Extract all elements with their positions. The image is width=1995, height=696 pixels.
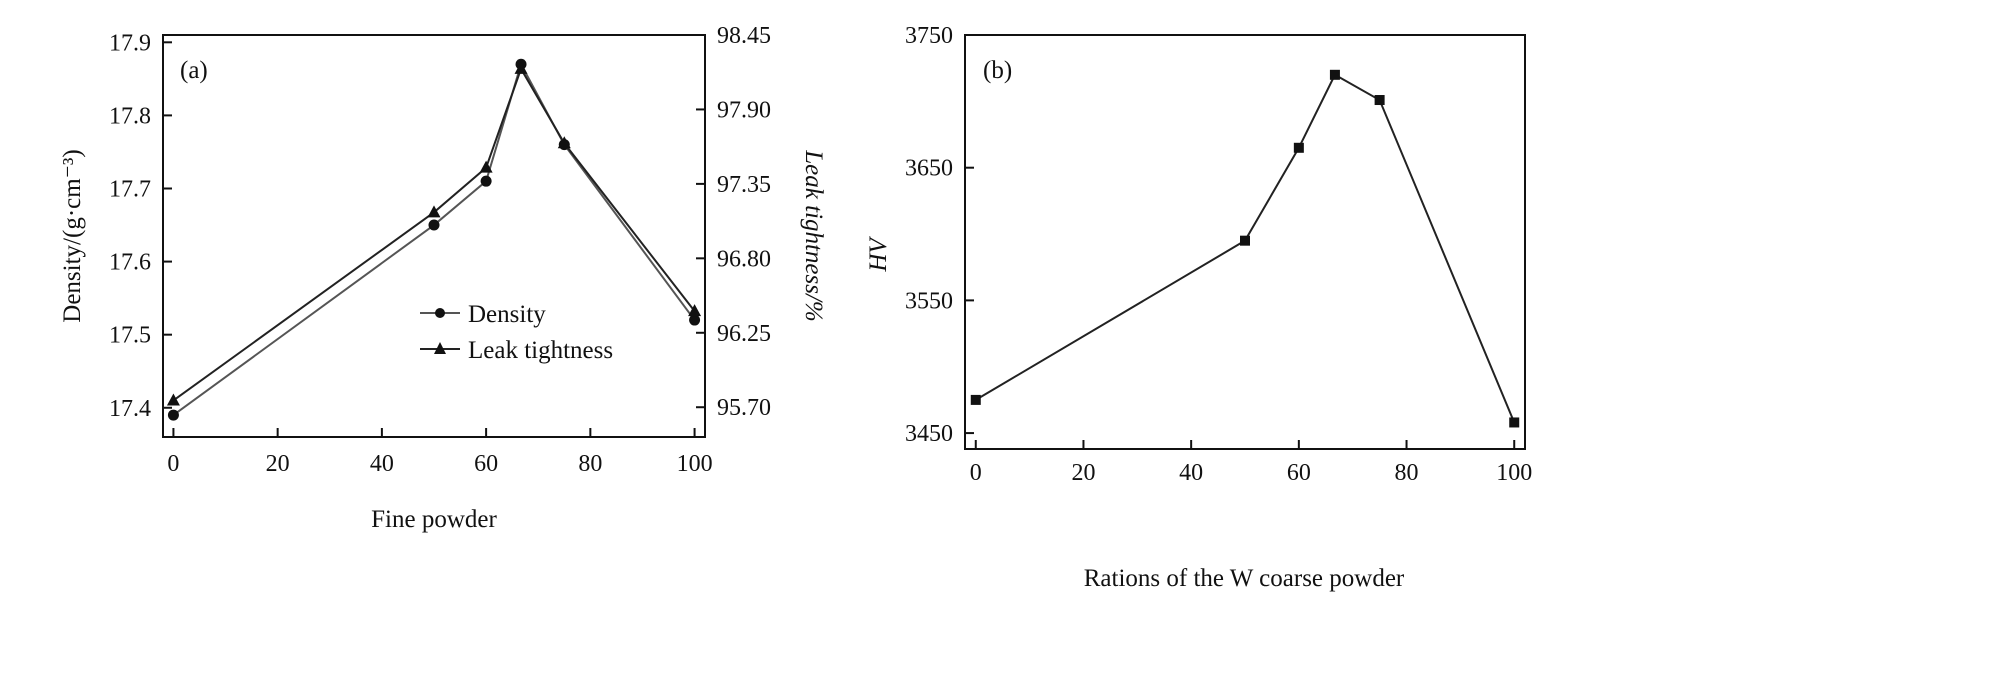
panel-a-legend: Density Leak tightness — [420, 301, 613, 364]
panel-a-y2-tick-label: 98.45 — [717, 23, 771, 49]
panel-a-x-tick-label: 80 — [578, 451, 602, 477]
panel-a-x-axis-title: Fine powder — [371, 506, 497, 533]
leak-tightness-point — [479, 160, 493, 173]
panel-b-y-tick-label: 3550 — [905, 288, 953, 314]
panel-b-y-tick-label: 3450 — [905, 421, 953, 447]
panel-b-y-tick-label: 3750 — [905, 23, 953, 49]
panel-a-y-tick-label: 17.4 — [109, 396, 151, 422]
panel-a-y2-tick-label: 96.25 — [717, 321, 771, 347]
legend-leak-marker — [434, 342, 446, 354]
panel-a-x-tick-label: 40 — [370, 451, 394, 477]
panel-a-density-leak-chart: (a) 0 20 40 60 80 100 17.4 17.5 17.6 17.7 17.8 17.… — [59, 23, 827, 533]
panel-b-x-tick-label: 60 — [1287, 460, 1311, 486]
density-line — [172, 61, 696, 416]
leak-tightness-line — [172, 66, 696, 402]
hardness-point — [1329, 69, 1340, 80]
panel-a-y2-axis-title: Leak tightness/% — [800, 149, 827, 322]
panel-a-y2-tick-label: 95.70 — [717, 395, 771, 421]
panel-a-x-tick-label: 60 — [474, 451, 498, 477]
panel-a-x-tick-label: 0 — [167, 451, 179, 477]
density-point — [428, 219, 440, 231]
panel-a-y-tick-label: 17.8 — [109, 103, 151, 129]
panel-a-y2-tick-label: 96.80 — [717, 246, 771, 272]
legend-leak-label: Leak tightness — [468, 337, 613, 364]
panel-b-plot-frame — [964, 34, 1526, 450]
leak-tightness-point — [688, 304, 702, 317]
panel-b-label: (b) — [983, 57, 1012, 84]
density-point — [167, 409, 179, 421]
panel-a-y-tick-label: 17.7 — [109, 176, 151, 202]
panel-b-x-tick-label: 100 — [1496, 460, 1532, 486]
density-point — [689, 314, 701, 326]
hardness-point — [970, 394, 981, 405]
panel-b-hardness-chart: (b) 0 20 40 60 80 100 3450 3550 3650 3750 Ration… — [865, 23, 1532, 592]
panel-a-y2-tick-label: 97.35 — [717, 172, 771, 198]
panel-a-y-tick-label: 17.9 — [109, 30, 151, 56]
panel-a-y2-tick-label: 97.90 — [717, 97, 771, 123]
panel-b-y-tick-label: 3650 — [905, 156, 953, 182]
hardness-point — [1374, 95, 1385, 106]
leak-tightness-point — [514, 61, 528, 74]
panel-a-x-tick-label: 100 — [677, 451, 713, 477]
hardness-point — [1240, 235, 1250, 246]
hardness-line — [975, 73, 1516, 423]
panel-a-label: (a) — [180, 57, 208, 84]
panel-b-y-axis-title: HV — [865, 236, 892, 273]
panel-a-y-axis-title: Density/(g·cm⁻³) — [59, 149, 86, 322]
legend-density-label: Density — [468, 301, 546, 328]
density-point — [480, 175, 492, 187]
panel-b-x-tick-label: 40 — [1179, 460, 1203, 486]
hardness-point — [1509, 417, 1520, 428]
panel-a-x-tick-label: 20 — [266, 451, 290, 477]
panel-b-x-axis-title: Rations of the W coarse powder — [1084, 565, 1405, 592]
panel-a-y-tick-label: 17.6 — [109, 250, 151, 276]
hardness-point — [1293, 142, 1304, 153]
panel-b-x-tick-label: 80 — [1395, 460, 1419, 486]
panel-b-x-tick-label: 20 — [1071, 460, 1095, 486]
legend-density-marker — [435, 308, 445, 318]
panel-b-x-tick-label: 0 — [970, 460, 982, 486]
panel-a-y-tick-label: 17.5 — [109, 323, 151, 349]
leak-tightness-point — [166, 393, 180, 406]
leak-tightness-point — [557, 136, 571, 149]
panel-a-plot-frame — [162, 34, 706, 438]
leak-tightness-point — [427, 205, 441, 218]
